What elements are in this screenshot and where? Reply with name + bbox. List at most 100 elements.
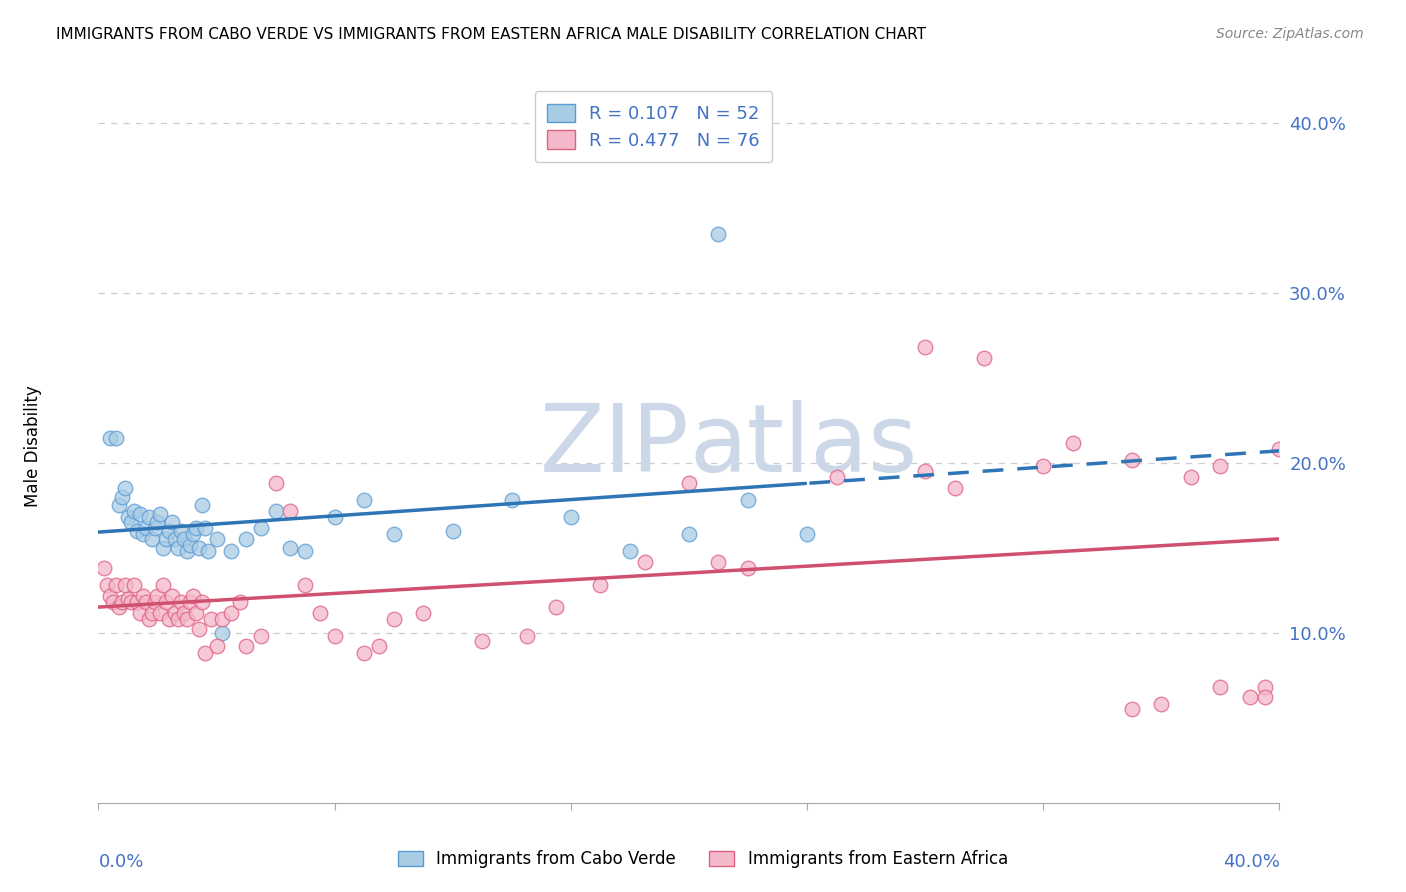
Point [165, 606, 187, 620]
Point [323, 629, 346, 643]
Point [737, 493, 759, 508]
Point [309, 606, 332, 620]
Point [1150, 698, 1173, 712]
Point [191, 499, 214, 513]
Point [678, 527, 700, 541]
Point [138, 510, 160, 524]
Point [382, 612, 405, 626]
Point [96, 578, 118, 592]
Point [120, 516, 142, 530]
Point [1062, 435, 1084, 450]
Point [1268, 442, 1291, 457]
Point [114, 482, 136, 496]
Point [128, 507, 150, 521]
Point [105, 430, 128, 444]
Point [1121, 702, 1143, 716]
Text: 0.0%: 0.0% [98, 853, 143, 871]
Point [412, 606, 434, 620]
Point [176, 544, 198, 558]
Point [633, 555, 655, 569]
Point [181, 527, 204, 541]
Point [176, 612, 198, 626]
Point [707, 227, 730, 241]
Point [278, 503, 302, 517]
Point [914, 341, 936, 355]
Point [250, 520, 273, 534]
Point [184, 520, 207, 534]
Point [132, 527, 155, 541]
Point [211, 626, 233, 640]
Point [146, 589, 169, 603]
Point [250, 629, 273, 643]
Point [229, 595, 252, 609]
Point [98, 589, 121, 603]
Point [197, 544, 219, 558]
Point [152, 578, 174, 592]
Point [149, 507, 172, 521]
Point [441, 524, 464, 538]
Point [122, 503, 145, 517]
Point [149, 606, 172, 620]
Point [103, 595, 125, 609]
Point [125, 524, 148, 538]
Point [138, 612, 160, 626]
Text: IMMIGRANTS FROM CABO VERDE VS IMMIGRANTS FROM EASTERN AFRICA MALE DISABILITY COR: IMMIGRANTS FROM CABO VERDE VS IMMIGRANTS… [56, 27, 927, 42]
Point [167, 612, 190, 626]
Point [167, 541, 190, 555]
Point [157, 524, 180, 538]
Point [205, 533, 228, 547]
Point [707, 555, 730, 569]
Point [943, 482, 966, 496]
Point [1254, 680, 1277, 694]
Text: ZIP: ZIP [540, 400, 689, 492]
Point [179, 537, 201, 551]
Point [619, 544, 641, 558]
Point [105, 578, 128, 592]
Text: Source: ZipAtlas.com: Source: ZipAtlas.com [1216, 27, 1364, 41]
Point [165, 533, 187, 547]
Point [1239, 690, 1261, 705]
Point [143, 520, 166, 534]
Point [353, 493, 375, 508]
Point [1209, 680, 1232, 694]
Point [135, 520, 157, 534]
Point [162, 516, 183, 530]
Point [184, 606, 207, 620]
Point [108, 600, 131, 615]
Point [471, 634, 494, 648]
Point [117, 510, 139, 524]
Point [146, 516, 169, 530]
Legend: Immigrants from Cabo Verde, Immigrants from Eastern Africa: Immigrants from Cabo Verde, Immigrants f… [391, 844, 1015, 875]
Point [914, 465, 936, 479]
Point [796, 527, 818, 541]
Point [825, 469, 848, 483]
Point [170, 524, 193, 538]
Point [1254, 690, 1277, 705]
Point [737, 561, 759, 575]
Point [162, 589, 183, 603]
Point [368, 640, 391, 654]
Point [294, 578, 316, 592]
Point [194, 646, 217, 660]
Point [294, 544, 316, 558]
Point [141, 533, 163, 547]
Point [323, 510, 346, 524]
Point [120, 595, 142, 609]
Point [181, 589, 204, 603]
Point [128, 606, 150, 620]
Point [205, 640, 228, 654]
Point [117, 591, 139, 606]
Point [1209, 459, 1232, 474]
Point [187, 541, 209, 555]
Point [278, 541, 302, 555]
Point [114, 578, 136, 592]
Point [155, 595, 177, 609]
Text: 40.0%: 40.0% [1223, 853, 1279, 871]
Text: Male Disability: Male Disability [24, 385, 42, 507]
Point [194, 520, 217, 534]
Point [122, 578, 145, 592]
Point [170, 595, 193, 609]
Point [200, 612, 222, 626]
Point [382, 527, 405, 541]
Point [589, 578, 612, 592]
